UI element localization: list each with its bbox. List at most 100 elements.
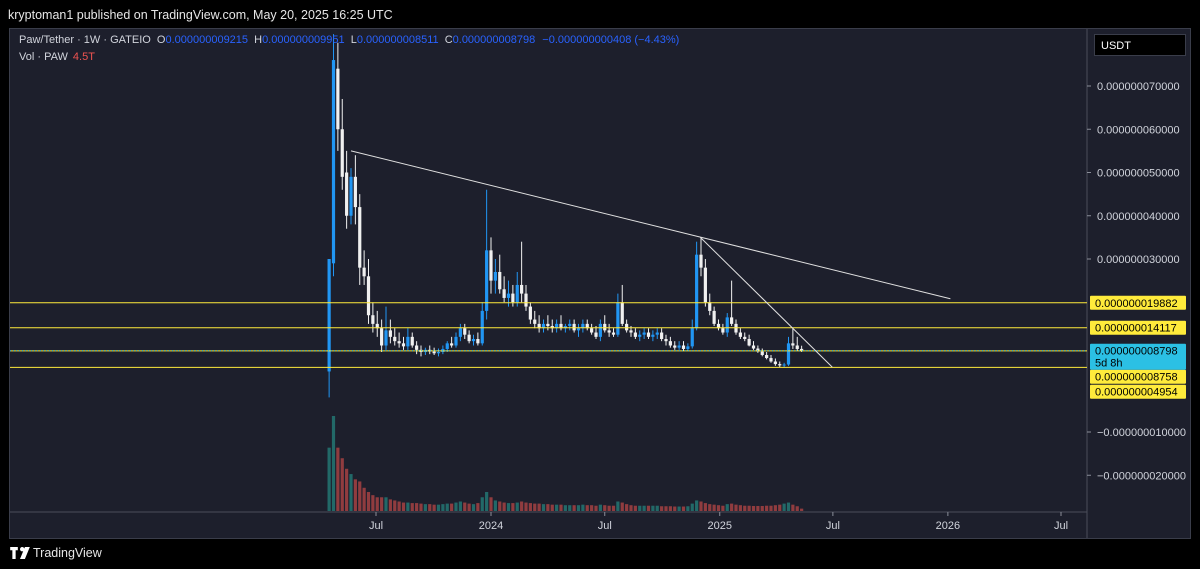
volume-bar	[410, 503, 414, 511]
candle-body	[471, 339, 476, 342]
volume-bar	[747, 505, 751, 511]
level-price-label: 0.000000014117	[1095, 323, 1177, 335]
volume-bar	[493, 500, 497, 511]
publish-attribution: kryptoman1 published on TradingView.com,…	[8, 8, 393, 22]
last-price-tag	[1090, 343, 1186, 370]
volume-bar	[380, 497, 384, 511]
volume-bar	[375, 497, 379, 511]
candle-body	[541, 323, 546, 329]
volume-bar	[594, 505, 598, 511]
volume-bar	[463, 502, 467, 511]
candle-body	[388, 330, 392, 337]
volume-bar	[646, 505, 651, 511]
candle-body	[616, 302, 620, 335]
candle-body	[345, 172, 349, 216]
high-label: H	[254, 34, 263, 46]
volume-bar	[528, 503, 532, 511]
chart-frame[interactable]: 0.000000070000 0.000000060000 0.0000000500…	[9, 28, 1191, 539]
time-tick-label: Jul	[826, 520, 840, 532]
candle-body	[651, 334, 655, 337]
volume-bar	[441, 504, 445, 511]
candle-body	[489, 250, 493, 281]
candle-body	[782, 364, 786, 366]
close-label: C	[444, 34, 453, 46]
ohlc-legend: Paw/Tether · 1W · GATEIO O0.000000009215…	[19, 34, 679, 46]
currency-selector[interactable]: USDT	[1094, 34, 1186, 56]
level-price-label: 0.000000004954	[1095, 387, 1178, 399]
candle-body	[528, 306, 532, 320]
candle-body	[432, 351, 436, 354]
candle-body	[598, 323, 602, 337]
footer-bar: TradingView	[0, 539, 1200, 569]
candle-body	[331, 60, 336, 264]
candle-body	[546, 323, 550, 327]
volume-bar	[800, 508, 804, 511]
candle-body	[734, 323, 738, 333]
volume-bar	[559, 504, 563, 511]
candle-body	[576, 328, 581, 331]
candle-body	[690, 328, 694, 347]
chart-canvas[interactable]: 0.000000070000 0.000000060000 0.0000000500…	[10, 29, 1190, 538]
candle-body	[594, 332, 598, 337]
price-tick-label: 0.000000050000	[1097, 168, 1180, 180]
candle-body	[747, 339, 751, 346]
candle-body	[738, 332, 742, 337]
candle-body	[410, 336, 414, 346]
volume-bar	[502, 502, 506, 511]
volume-legend: Vol · PAW 4.5T	[19, 51, 95, 63]
volume-bar	[384, 497, 388, 511]
candle-body	[721, 328, 725, 333]
volume-bar	[585, 505, 589, 511]
candle-body	[401, 343, 406, 347]
candle-body	[555, 323, 559, 329]
price-tick-label: 0.000000030000	[1097, 254, 1180, 266]
candle-body	[765, 355, 769, 359]
volume-bar	[769, 505, 773, 511]
volume-bar	[734, 504, 738, 511]
candle-body	[480, 310, 484, 344]
candle-body	[436, 351, 441, 354]
volume-bar	[327, 447, 331, 511]
volume-bar	[629, 505, 633, 511]
candle-body	[450, 343, 454, 346]
candle-body	[380, 328, 384, 346]
volume-bar	[712, 504, 716, 511]
time-tick-label: Jul	[1054, 520, 1068, 532]
candle-body	[559, 323, 563, 329]
candle-body	[415, 345, 419, 350]
volume-bar	[345, 468, 349, 511]
candle-body	[686, 346, 690, 349]
volume-bar	[568, 505, 572, 511]
trendline	[700, 237, 833, 368]
volume-bar	[738, 505, 742, 511]
volume-bar	[572, 505, 576, 511]
time-tick-label: Jul	[369, 520, 383, 532]
volume-bar	[397, 501, 401, 511]
volume-bar	[436, 504, 441, 511]
volume-bar	[331, 416, 336, 511]
candle-body	[384, 330, 388, 346]
volume-bar	[366, 492, 371, 511]
candle-body	[476, 339, 480, 344]
volume-label[interactable]: Vol · PAW	[19, 51, 68, 63]
volume-bar	[458, 501, 462, 511]
volume-bar	[541, 504, 546, 511]
volume-bar	[743, 505, 747, 511]
candle-body	[397, 341, 401, 344]
candle-body	[791, 343, 795, 346]
candle-body	[769, 358, 773, 362]
candle-body	[590, 328, 594, 333]
volume-bar	[638, 505, 642, 511]
price-tick-label: −0.000000020000	[1097, 470, 1186, 482]
candle-body	[677, 345, 681, 348]
time-tick-label: Jul	[598, 520, 612, 532]
candle-body	[673, 345, 677, 348]
candle-body	[703, 267, 707, 303]
candle-body	[681, 345, 686, 349]
candle-body	[467, 334, 471, 342]
symbol-label[interactable]: Paw/Tether · 1W · GATEIO	[19, 34, 151, 46]
volume-bar	[471, 504, 476, 511]
candle-body	[327, 259, 331, 372]
close-value: 0.000000008798	[452, 34, 536, 46]
volume-bar	[401, 502, 406, 511]
